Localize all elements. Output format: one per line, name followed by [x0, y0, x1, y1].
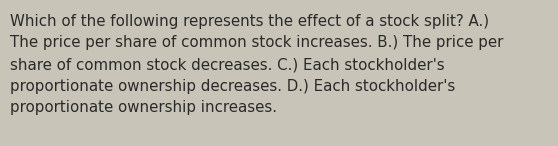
Text: proportionate ownership increases.: proportionate ownership increases. [10, 100, 277, 115]
Text: The price per share of common stock increases. B.) The price per: The price per share of common stock incr… [10, 35, 503, 51]
Text: proportionate ownership decreases. D.) Each stockholder's: proportionate ownership decreases. D.) E… [10, 79, 455, 93]
Text: share of common stock decreases. C.) Each stockholder's: share of common stock decreases. C.) Eac… [10, 57, 445, 72]
Text: Which of the following represents the effect of a stock split? A.): Which of the following represents the ef… [10, 14, 489, 29]
